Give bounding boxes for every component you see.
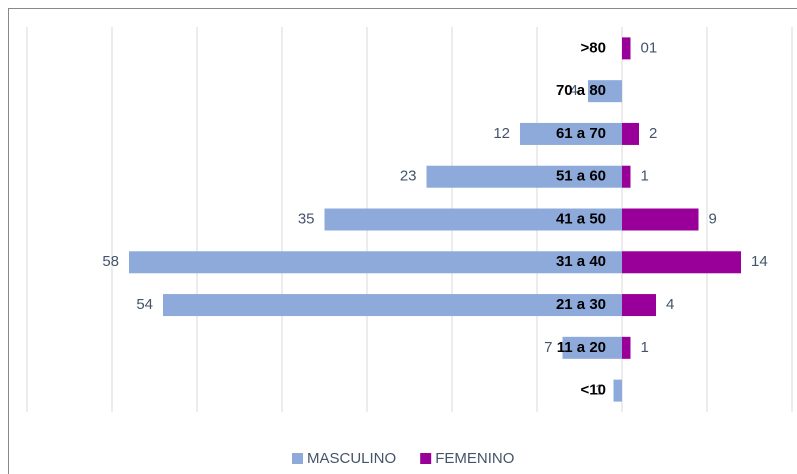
bar bbox=[562, 336, 622, 359]
category-label: 21 a 30 bbox=[556, 296, 606, 313]
data-label: 1 bbox=[641, 168, 649, 185]
data-label: 4 bbox=[666, 296, 674, 313]
data-label: 14 bbox=[751, 253, 768, 270]
legend-label: MASCULINO bbox=[307, 450, 396, 467]
legend-label: FEMENINO bbox=[435, 450, 514, 467]
category-label: 51 a 60 bbox=[556, 168, 606, 185]
bar bbox=[129, 251, 622, 274]
category-label: 70 a 80 bbox=[556, 82, 606, 99]
data-label: 9 bbox=[709, 210, 717, 227]
legend-swatch bbox=[420, 453, 432, 464]
bar bbox=[622, 208, 699, 231]
data-label: 12 bbox=[493, 125, 510, 142]
category-label: >80 bbox=[581, 39, 606, 56]
data-label: 7 bbox=[544, 339, 552, 356]
bar bbox=[588, 80, 622, 103]
data-label: 2 bbox=[649, 125, 657, 142]
category-label: <10 bbox=[581, 382, 606, 399]
bar bbox=[613, 379, 622, 402]
data-label: 01 bbox=[641, 39, 658, 56]
bar bbox=[622, 37, 631, 60]
bar bbox=[622, 251, 741, 274]
bar bbox=[622, 336, 631, 359]
category-label: 31 a 40 bbox=[556, 253, 606, 270]
data-label: 23 bbox=[400, 168, 417, 185]
data-label: 54 bbox=[136, 296, 153, 313]
legend-swatch bbox=[292, 453, 303, 464]
bar bbox=[622, 122, 639, 145]
bar bbox=[622, 294, 656, 317]
category-label: 41 a 50 bbox=[556, 210, 606, 227]
bar bbox=[426, 165, 622, 188]
data-label: 1 bbox=[595, 382, 603, 399]
data-label: 4 bbox=[570, 82, 578, 99]
chart-frame bbox=[8, 8, 797, 474]
bar bbox=[622, 165, 631, 188]
category-label: 11 a 20 bbox=[557, 339, 606, 356]
bar bbox=[324, 208, 622, 231]
category-label: 61 a 70 bbox=[556, 125, 606, 142]
bar bbox=[163, 294, 622, 317]
data-label: 35 bbox=[298, 210, 315, 227]
bar bbox=[520, 122, 622, 145]
data-label: 1 bbox=[641, 339, 649, 356]
data-label: 58 bbox=[102, 253, 119, 270]
